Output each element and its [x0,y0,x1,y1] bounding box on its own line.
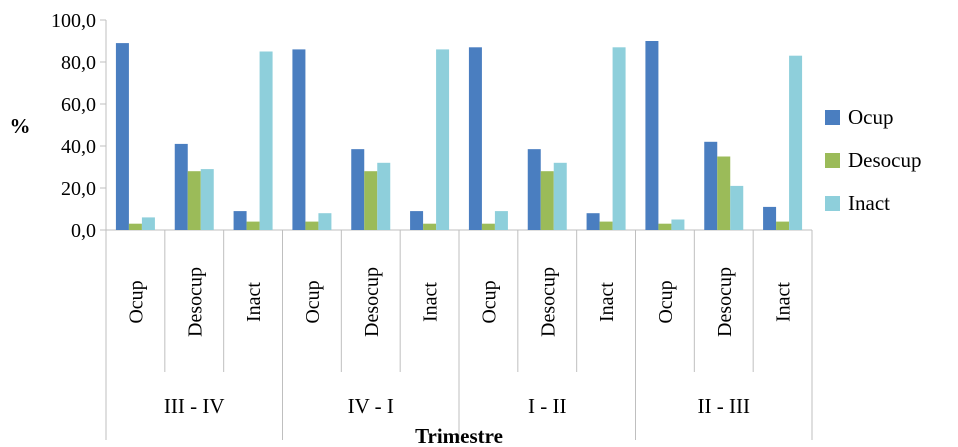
y-tick-label: 40,0 [61,136,96,158]
bar-desocup [717,156,731,230]
bar-ocup [410,211,424,230]
legend-label: Desocup [848,148,921,172]
x-axis-title: Trimestre [415,424,503,447]
group-label: II - III [698,394,750,418]
bar-desocup [658,223,672,230]
bar-ocup [351,149,365,230]
bar-desocup [599,221,613,230]
bar-inact [141,217,155,230]
legend-label: Inact [848,191,890,215]
legend-swatch [825,153,840,168]
category-label: Inact [596,282,618,322]
bar-desocup [423,223,437,230]
bar-desocup [481,223,495,230]
category-label: Inact [243,282,265,322]
bar-desocup [305,221,319,230]
y-tick-label: 80,0 [61,52,96,74]
bar-inact [789,55,803,231]
bar-desocup [364,171,378,230]
bar-desocup [128,223,142,230]
y-axis-title: % [10,114,31,138]
legend-swatch [825,110,840,125]
legend-label: Ocup [848,105,894,129]
group-label: I - II [528,394,566,418]
bar-inact [612,47,626,230]
bar-desocup [540,171,554,230]
category-label: Desocup [361,267,383,337]
bar-inact [259,51,273,230]
bar-ocup [704,141,718,230]
category-label: Desocup [184,267,206,337]
bar-inact [553,162,567,230]
category-label: Desocup [537,267,559,337]
bar-ocup [233,211,247,230]
category-label: Desocup [714,267,736,337]
bar-inact [671,219,685,230]
bar-desocup [187,171,201,230]
group-label: IV - I [348,394,394,418]
bar-ocup [527,149,541,230]
bar-inact [200,169,214,230]
bar-ocup [292,49,306,231]
legend-swatch [825,196,840,211]
y-tick-label: 60,0 [61,94,96,116]
category-label: Inact [773,282,795,322]
y-tick-label: 100,0 [51,10,96,32]
category-label: Ocup [302,280,324,323]
group-label: III - IV [164,394,225,418]
bar-inact [730,185,744,230]
category-label: Ocup [125,280,147,323]
bar-desocup [776,221,790,230]
bar-inact [377,162,391,230]
bar-inact [436,49,450,231]
bar-ocup [763,206,777,230]
bar-ocup [645,41,659,230]
bar-ocup [115,43,129,230]
bar-inact [494,211,508,230]
bar-ocup [174,143,188,230]
category-label: Inact [420,282,442,322]
bar-ocup [468,47,482,230]
category-label: Ocup [478,280,500,323]
bar-desocup [246,221,260,230]
y-tick-label: 0,0 [71,220,96,242]
y-tick-label: 20,0 [61,178,96,200]
category-label: Ocup [655,280,677,323]
bar-ocup [586,213,600,230]
bar-inact [318,213,332,230]
